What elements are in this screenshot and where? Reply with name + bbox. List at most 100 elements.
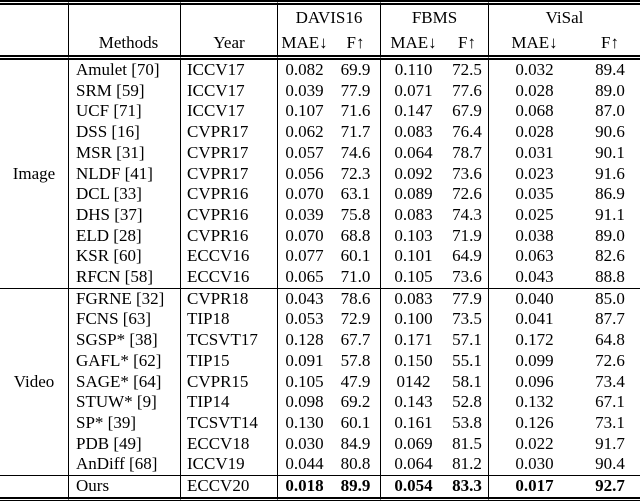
method-cell: SAGE* [64] [68, 371, 180, 393]
visal-mae-cell: 0.032 [488, 60, 580, 81]
table-row: Video FGRNE [32] CVPR18 0.043 78.6 0.083 77.9 0… [0, 287, 640, 391]
fbms-mae-cell: 0.100 [380, 309, 446, 331]
fbms-mae-cell: 0.071 [380, 80, 446, 102]
visal-mae-header: MAE↓ [488, 30, 581, 60]
year-cell: TIP15 [180, 350, 277, 372]
method-cell: SRM [59] [68, 80, 180, 102]
table-row: STUW* [9] TIP14 0.098 69.2 0.143 52.8 0.132 67.… [0, 392, 640, 413]
year-header: Year [180, 30, 277, 60]
year-cell: ICCV17 [180, 60, 277, 81]
group-label: Video [0, 287, 68, 475]
methods-empty-cell [68, 0, 180, 30]
visal-mae-cell: 0.025 [488, 204, 580, 226]
davis16-f-cell: 60.1 [340, 412, 371, 432]
table-row: DSS [16] CVPR17 0.062 71.7 0.083 76.4 0.028 90.… [0, 122, 640, 143]
visal-f-cell: 89.0 [595, 225, 625, 245]
fbms-f-cell: 55.1 [452, 350, 482, 370]
fbms-mae-cell: 0.103 [380, 225, 446, 247]
visal-f-header: F↑ [580, 30, 640, 60]
year-cell: ECCV16 [180, 246, 277, 268]
visal-mae-cell: 0.028 [488, 80, 580, 102]
davis16-f-cell: 69.9 [340, 60, 371, 79]
visal-f-cell: 87.7 [595, 309, 625, 329]
davis16-f-header: F↑ [331, 30, 381, 60]
davis16-mae-cell: 0.105 [277, 371, 331, 393]
method-cell: Amulet [70] [68, 60, 180, 81]
year-cell: ECCV18 [180, 433, 277, 455]
fbms-mae-cell: 0.110 [380, 60, 446, 81]
table-row: PDB [49] ECCV18 0.030 84.9 0.069 81.5 0.022 91.… [0, 433, 640, 455]
visal-f-cell: 90.6 [595, 122, 625, 142]
visal-f-cell: 89.4 [595, 60, 625, 79]
davis16-f-cell: 89.9 [331, 475, 381, 501]
visal-mae-cell: 0.028 [488, 122, 580, 143]
table-row: MSR [31] CVPR17 0.057 74.6 0.064 78.7 0.031 90.… [0, 142, 640, 164]
davis16-f-cell: 67.7 [340, 330, 371, 350]
method-cell: SGSP* [38] [68, 330, 180, 351]
davis16-f-cell: 72.3 [340, 163, 371, 183]
visal-mae-cell: 0.132 [488, 392, 580, 413]
davis16-mae-header: MAE↓ [277, 30, 331, 60]
visal-f-cell: 85.0 [580, 287, 640, 310]
davis16-mae-cell: 0.082 [277, 60, 331, 81]
davis16-mae-cell: 0.128 [277, 330, 331, 351]
table-row: SRM [59] ICCV17 0.039 77.9 0.071 77.6 0.028 89.… [0, 80, 640, 102]
davis16-mae-cell: 0.043 [277, 287, 331, 310]
table-header: DAVIS16 FBMS ViSal Methods Year MAE↓ F↑ … [0, 0, 640, 60]
visal-f-cell: 87.0 [595, 101, 625, 121]
davis16-f-cell: 74.6 [340, 142, 371, 162]
davis16-mae-cell: 0.056 [277, 163, 331, 185]
fbms-mae-cell: 0.083 [380, 122, 446, 143]
method-cell: ELD [28] [68, 225, 180, 247]
visal-f-cell: 67.1 [595, 392, 625, 412]
method-cell: Ours [68, 475, 180, 501]
fbms-f-cell: 78.7 [452, 142, 482, 162]
davis16-f-cell: 68.8 [340, 225, 371, 245]
davis16-mae-cell: 0.091 [277, 350, 331, 372]
visal-mae-cell: 0.038 [488, 225, 580, 247]
year-cell: CVPR17 [180, 122, 277, 143]
fbms-mae-cell: 0.089 [380, 184, 446, 205]
fbms-mae-cell: 0.143 [380, 392, 446, 413]
method-cell: STUW* [9] [68, 392, 180, 413]
davis16-f-cell: 63.1 [340, 184, 371, 204]
fbms-f-cell: 81.5 [452, 433, 482, 453]
visal-mae-cell: 0.043 [488, 267, 580, 288]
table-row: FCNS [63] TIP18 0.053 72.9 0.100 73.5 0.041 87.… [0, 309, 640, 331]
davis16-f-cell: 75.8 [340, 204, 371, 224]
method-cell: PDB [49] [68, 433, 180, 455]
davis16-mae-cell: 0.053 [277, 309, 331, 331]
fbms-f-cell: 73.6 [452, 267, 482, 287]
visal-f-cell: 88.8 [595, 267, 625, 287]
fbms-f-cell: 64.9 [452, 246, 482, 266]
method-cell: MSR [31] [68, 142, 180, 164]
fbms-mae-cell: 0.147 [380, 101, 446, 123]
method-cell: FGRNE [32] [68, 287, 180, 310]
year-cell: TCSVT17 [180, 330, 277, 351]
year-cell: ECCV20 [180, 475, 277, 501]
table-row: SAGE* [64] CVPR15 0.105 47.9 0142 58.1 0.096 73… [0, 371, 640, 393]
visal-mae-cell: 0.172 [488, 330, 580, 351]
davis16-mae-cell: 0.062 [277, 122, 331, 143]
fbms-mae-cell: 0.150 [380, 350, 446, 372]
visal-f-cell: 91.7 [595, 433, 625, 453]
fbms-mae-cell: 0.092 [380, 163, 446, 185]
fbms-mae-cell: 0.054 [380, 475, 447, 501]
davis16-mae-cell: 0.044 [277, 454, 331, 476]
year-cell: ICCV19 [180, 454, 277, 476]
group-empty-cell [0, 30, 68, 60]
visal-mae-cell: 0.017 [488, 475, 581, 501]
davis16-mae-cell: 0.039 [277, 80, 331, 102]
year-cell: CVPR17 [180, 142, 277, 164]
table-row: SGSP* [38] TCSVT17 0.128 67.7 0.171 57.1 0.172… [0, 330, 640, 351]
visal-f-cell: 90.1 [595, 142, 625, 162]
davis16-mae-cell: 0.065 [277, 267, 331, 288]
visal-f-cell: 90.4 [595, 454, 625, 474]
visal-mae-cell: 0.041 [488, 309, 580, 331]
method-cell: DCL [33] [68, 184, 180, 205]
visal-mae-cell: 0.068 [488, 101, 580, 123]
visal-f-cell: 89.0 [595, 80, 625, 100]
fbms-mae-cell: 0.101 [380, 246, 446, 268]
